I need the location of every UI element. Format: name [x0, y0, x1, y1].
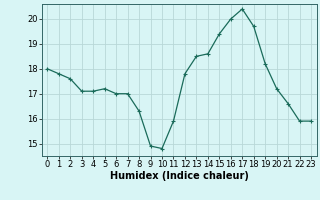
X-axis label: Humidex (Indice chaleur): Humidex (Indice chaleur): [110, 171, 249, 181]
